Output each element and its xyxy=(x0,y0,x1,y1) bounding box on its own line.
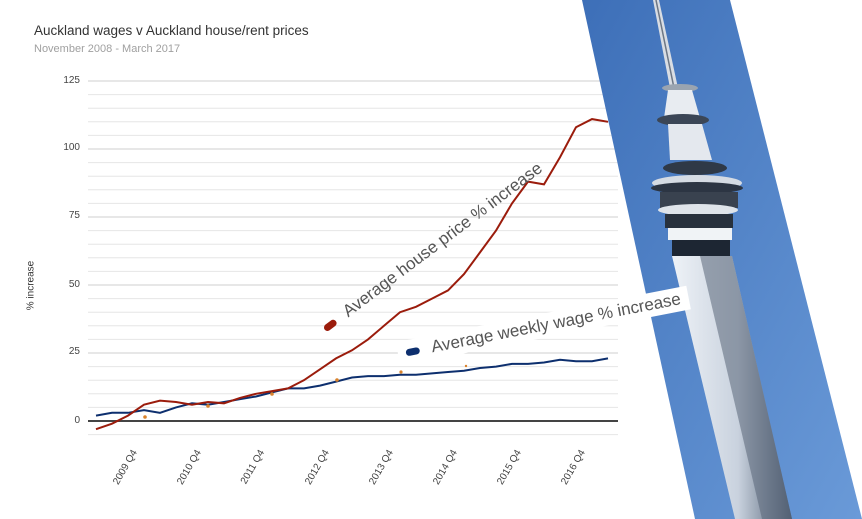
house-price-series-line xyxy=(95,118,609,431)
y-tick-75: 75 xyxy=(68,210,80,221)
rent-series-dots xyxy=(143,364,468,419)
sky-tower-photo xyxy=(582,0,862,519)
chart-title: Auckland wages v Auckland house/rent pri… xyxy=(34,23,309,38)
wage-legend-swatch xyxy=(405,346,421,357)
house-price-legend-swatch xyxy=(322,318,338,333)
y-tick-50: 50 xyxy=(68,279,80,290)
y-tick-25: 25 xyxy=(68,346,80,357)
gridlines xyxy=(88,80,618,436)
wage-series-line xyxy=(95,357,609,417)
y-tick-125: 125 xyxy=(63,75,80,86)
y-tick-0: 0 xyxy=(74,415,80,426)
chart-subtitle: November 2008 - March 2017 xyxy=(34,43,181,55)
y-tick-100: 100 xyxy=(63,142,80,153)
